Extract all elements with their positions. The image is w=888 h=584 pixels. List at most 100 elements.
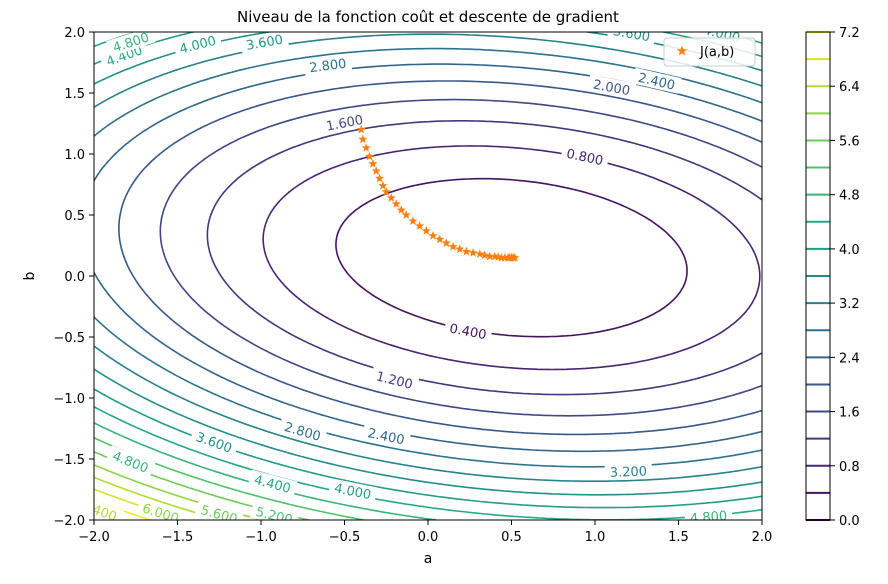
contour-label: 5.600 <box>199 503 239 528</box>
gradient-point <box>378 180 388 190</box>
legend-label: J(a,b) <box>699 45 734 60</box>
contour-label-bg <box>105 32 156 57</box>
contour-line-9 <box>94 32 762 496</box>
gradient-point <box>500 252 510 262</box>
gradient-point <box>356 124 366 134</box>
contour-label: 0.800 <box>565 147 605 169</box>
colorbar-frame <box>805 31 831 521</box>
gradient-descent-path <box>356 124 520 262</box>
colorbar-tick-label: 5.6 <box>839 134 860 149</box>
contour-line-2 <box>262 145 761 371</box>
colorbar-segment <box>806 140 830 168</box>
gradient-point <box>415 221 425 230</box>
gradient-point <box>428 230 438 240</box>
contour-label: 2.000 <box>592 78 631 100</box>
contour-label-bg <box>632 67 682 94</box>
colorbar-tick-label: 7.2 <box>839 26 860 41</box>
y-tick-label: 1.5 <box>64 87 85 102</box>
contour-label-bg <box>369 366 420 394</box>
x-tick-label: 0.5 <box>501 530 522 545</box>
contour-label-bg <box>277 416 328 446</box>
y-tick-label: 0.0 <box>64 270 85 285</box>
contour-label: 0.400 <box>448 322 487 344</box>
gradient-point <box>496 252 507 262</box>
legend-marker <box>676 45 688 56</box>
contour-line-5 <box>118 80 762 436</box>
gradient-point <box>361 143 371 152</box>
legend: J(a,b) <box>663 37 756 67</box>
legend-box <box>663 37 756 67</box>
contour-label-bg <box>587 74 637 100</box>
colorbar-segment <box>806 384 830 412</box>
contour-label: 4.000 <box>333 481 372 503</box>
colorbar-segment <box>806 167 830 195</box>
contour-label-bg <box>135 497 186 520</box>
x-axis-label: a <box>424 551 433 567</box>
gradient-point <box>455 244 465 254</box>
x-axis-ticks: −2.0 −1.5 −1.0 −0.5 0.0 0.5 1.0 1.5 2.0 <box>78 520 772 545</box>
y-tick-label: 2.0 <box>64 26 85 41</box>
colorbar-segment <box>806 465 830 494</box>
colorbar-segment <box>806 411 830 439</box>
x-tick-label: −1.0 <box>245 530 277 545</box>
colorbar-tick-label: 4.0 <box>839 243 860 258</box>
y-tick-label: −1.5 <box>53 453 85 468</box>
colorbar-segment <box>806 194 830 223</box>
y-tick-label: 0.5 <box>64 209 85 224</box>
contour-line-4 <box>159 98 762 417</box>
contour-label-bg <box>328 478 378 504</box>
colorbar-segment <box>806 492 830 521</box>
colorbar-tick-label: 2.4 <box>839 351 860 366</box>
colorbar-segment <box>806 248 830 277</box>
y-axis-label: b <box>22 271 38 280</box>
gradient-point <box>371 166 381 175</box>
gradient-point <box>381 187 391 196</box>
contour-label: 4.400 <box>252 473 292 497</box>
colorbar-tick-label: 4.8 <box>839 189 860 204</box>
contour-label-bg <box>560 143 610 170</box>
x-tick-label: −0.5 <box>329 530 361 545</box>
contour-label: 2.400 <box>366 426 405 448</box>
contour-label-bg <box>239 32 289 54</box>
x-tick-label: −2.0 <box>78 530 110 545</box>
gradient-point <box>468 248 478 257</box>
contour-label: 2.800 <box>282 420 322 445</box>
contour-label: 2.800 <box>309 57 348 77</box>
gradient-point <box>480 250 490 260</box>
contour-label: 1.200 <box>374 369 414 393</box>
contour-label-bg <box>684 506 733 520</box>
contour-label-bg <box>607 32 657 46</box>
contour-label: 3.200 <box>610 464 648 480</box>
gradient-point <box>461 246 471 256</box>
x-tick-label: −1.5 <box>162 530 194 545</box>
colorbar-segment <box>806 86 830 114</box>
contour-label-bg <box>194 499 245 520</box>
gradient-point <box>510 252 520 262</box>
contour-label: 2.400 <box>637 71 677 94</box>
contour-line-7 <box>94 47 762 468</box>
contour-label-bg <box>604 462 653 481</box>
contour-label: 4.800 <box>690 509 728 527</box>
contour-label: 3.600 <box>245 33 284 54</box>
contour-label-bg <box>443 318 493 344</box>
colorbar-segment <box>806 276 830 304</box>
gradient-point <box>358 134 368 144</box>
contour-line-3 <box>206 120 762 396</box>
y-axis-ticks: −2.0 −1.5 −1.0 −0.5 0.0 0.5 1.0 1.5 2.0 <box>53 26 94 529</box>
x-tick-label: 1.5 <box>668 530 689 545</box>
gradient-point <box>368 158 378 168</box>
colorbar-tick-label: 0.8 <box>839 460 860 475</box>
gradient-point <box>441 238 451 247</box>
x-tick-label: 2.0 <box>752 530 773 545</box>
contour-label-bg <box>172 32 223 58</box>
x-tick-label: 1.0 <box>585 530 606 545</box>
chart-title: Niveau de la fonction coût et descente d… <box>237 8 619 26</box>
contour-label: 3.600 <box>612 24 651 45</box>
gradient-point <box>401 210 411 219</box>
contour-label-bg <box>189 426 240 458</box>
colorbar-tick-label: 3.2 <box>839 297 860 312</box>
gradient-point <box>435 234 445 244</box>
gradient-point <box>485 251 495 261</box>
colorbar-segment <box>806 59 830 87</box>
